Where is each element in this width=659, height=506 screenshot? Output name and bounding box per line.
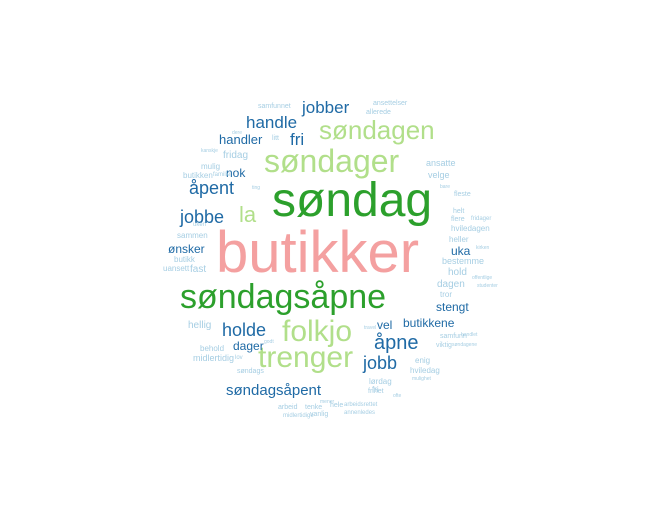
word: studenter [477,283,498,289]
word: allerede [366,109,391,116]
word: tenke [305,404,323,411]
word: søndager [264,143,400,179]
word: hviledag [410,366,440,375]
word: holde [222,320,267,340]
word: ansettelser [373,100,408,107]
word: travel [364,325,377,331]
word: midlertidige [283,413,314,419]
word: flere [451,216,465,223]
word: fridager [471,216,492,222]
word: helt [453,208,465,215]
word: fri [290,130,305,149]
word: ofte [393,393,402,399]
word: søndagsåpent [226,382,322,399]
word: ting [252,185,261,191]
word: dere [232,130,243,136]
word: mulighet [412,376,431,382]
word: samfunn [440,333,467,340]
word: mener [320,399,335,405]
word: offentlige [472,275,493,281]
word: heller [449,235,469,244]
word: trenger [258,341,354,374]
word: åpent [189,178,235,198]
word: jobb [363,353,398,373]
word: vel [377,318,393,332]
word: litt [272,135,279,142]
word: velge [428,170,450,180]
word: jobber [302,98,350,117]
word: frihet [368,388,384,395]
word: søndagen [319,115,435,145]
word: mulig [201,162,221,171]
word: arbeid [278,404,298,411]
word: butikken [183,171,213,180]
word: søndagsåpne [180,278,387,316]
word: arbeidsrettet [344,402,378,408]
word: ansatte [426,158,456,168]
word: lov [235,355,243,361]
word: handle [246,113,298,132]
word: butikk [174,255,195,264]
word: lørdag [369,377,392,386]
word: fri [372,385,379,394]
word: samfunnet [258,103,291,110]
word: la [239,202,257,227]
word: familie [213,172,231,178]
word: fleste [454,191,471,198]
word: søndag [272,174,433,227]
word: annenledes [344,410,376,416]
word: søndagene [452,342,478,348]
word: fast [190,264,207,275]
word: bestemme [442,256,485,266]
word: tror [440,290,452,299]
word: dager [233,339,264,353]
word: stengt [436,300,469,314]
word: kirken [476,245,490,251]
word: hold [448,267,467,278]
word: butikkene [403,316,455,330]
word: handler [219,132,263,147]
word: uka [451,244,471,258]
word: kanskje [201,148,218,154]
word: enig [415,356,431,365]
word: hviledagen [451,224,490,233]
word: jobbe [180,207,225,227]
word: søndags [237,368,264,375]
word: folkjo [282,315,353,348]
word: godt [264,339,274,345]
word: sammen [177,231,208,240]
word: vanlig [310,411,329,418]
word: nok [226,166,246,180]
word: uken [193,222,207,228]
word: hellig [188,320,212,331]
word: butikker [216,220,420,285]
word: viktig [436,342,452,349]
word: handlet [461,332,478,338]
word: uansett [163,264,190,273]
word: åpne [374,332,419,354]
word: bare [440,184,451,190]
word: behold [200,344,225,353]
word: dagen [437,279,465,290]
word: midlertidig [193,353,235,363]
word: ønsker [168,242,205,256]
word: hele [330,402,344,409]
word: fridag [223,150,249,161]
